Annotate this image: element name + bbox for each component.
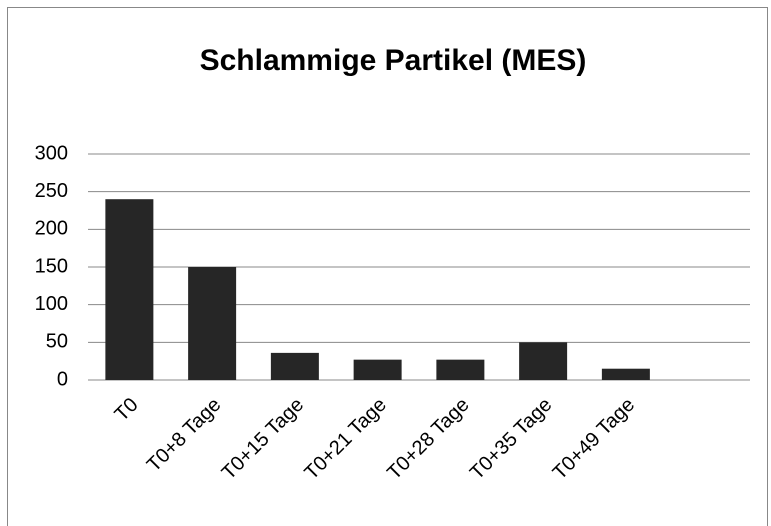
y-tick-label: 250	[35, 180, 68, 202]
y-tick-label: 50	[46, 331, 68, 353]
bar	[601, 368, 650, 380]
y-tick-label: 300	[35, 142, 68, 164]
y-tick-label: 200	[35, 218, 68, 240]
bar	[188, 267, 237, 380]
y-tick-label: 150	[35, 255, 68, 277]
bar	[436, 359, 485, 380]
bar	[105, 199, 154, 380]
bar	[353, 359, 402, 380]
y-tick-label: 100	[35, 293, 68, 315]
bar	[270, 352, 319, 380]
chart-title: Schlammige Partikel (MES)	[200, 44, 587, 77]
bar	[519, 342, 568, 380]
y-tick-label: 0	[57, 368, 68, 390]
